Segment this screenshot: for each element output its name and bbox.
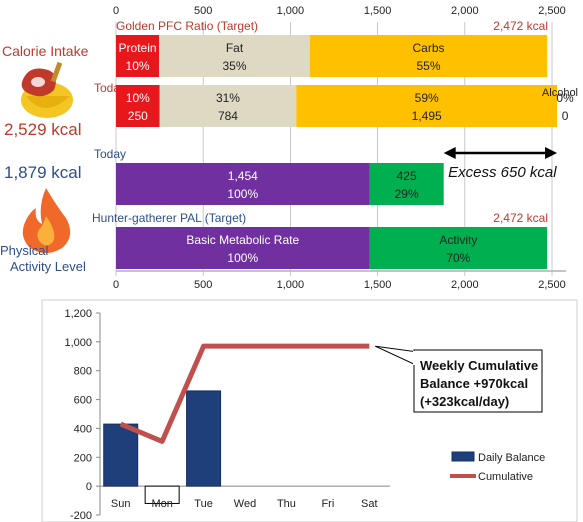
legend-label-cumulative: Cumulative bbox=[478, 471, 533, 483]
bar-segment bbox=[116, 35, 160, 77]
legend-swatch-daily-balance bbox=[451, 451, 475, 462]
calorie-intake-label: Calorie Intake bbox=[2, 43, 89, 59]
x-tick-label-bottom: 0 bbox=[113, 279, 119, 290]
segment-label: 784 bbox=[218, 109, 238, 123]
activity-label-line1: Physical bbox=[0, 243, 49, 258]
segment-label: 10% bbox=[126, 91, 150, 105]
segment-label: Fat bbox=[226, 41, 244, 55]
y-tick-label: -200 bbox=[70, 510, 92, 522]
legend-label-daily-balance: Daily Balance bbox=[478, 452, 545, 464]
segment-label: 0 bbox=[562, 109, 569, 123]
cumulative-line bbox=[119, 343, 370, 444]
x-tick-label-top: 2,500 bbox=[538, 5, 566, 17]
x-tick-label-top: 500 bbox=[194, 5, 212, 17]
bar-segment bbox=[116, 85, 160, 127]
x-tick-label-top: 1,500 bbox=[364, 5, 392, 17]
x-tick-label-bottom: 1,000 bbox=[277, 279, 305, 290]
excess-arrow-head-right bbox=[545, 147, 558, 159]
row-title: Today bbox=[94, 147, 126, 161]
segment-label: Activity bbox=[439, 233, 477, 247]
callout-box bbox=[413, 349, 543, 413]
callout-line1: Weekly Cumulative bbox=[420, 358, 538, 373]
segment-label: 59% bbox=[415, 91, 439, 105]
bar-segment bbox=[116, 227, 370, 269]
x-category-label: Mon bbox=[151, 498, 172, 510]
segment-label: 0% bbox=[556, 91, 574, 105]
calorie-intake-value: 2,529 kcal bbox=[4, 120, 82, 139]
extra-label: Alcohol bbox=[542, 87, 578, 99]
flame-icon bbox=[22, 188, 71, 253]
daily-balance-bar bbox=[144, 485, 180, 504]
x-tick-label-top: 0 bbox=[113, 5, 119, 17]
excess-annotation: Excess 650 kcal bbox=[448, 164, 557, 181]
callout-line2: Balance +970kcal bbox=[420, 376, 528, 391]
x-category-label: Sun bbox=[111, 498, 131, 510]
daily-balance-bar bbox=[186, 390, 222, 487]
segment-label: Carbs bbox=[413, 41, 445, 55]
segment-label: 10% bbox=[126, 59, 150, 73]
food-icon bbox=[21, 61, 73, 118]
x-tick-label-bottom: 1,500 bbox=[364, 279, 392, 290]
y-tick-label: 400 bbox=[74, 423, 92, 435]
x-category-label: Wed bbox=[234, 498, 256, 510]
energy-balance-chart: 0 0 500 500 1,000 1,000 1,500 1,500 2,000 2,000 2,… bbox=[92, 5, 578, 290]
x-category-label: Tue bbox=[194, 498, 213, 510]
bar-segment bbox=[369, 227, 548, 269]
x-category-label: Fri bbox=[321, 498, 334, 510]
bar-segment bbox=[159, 35, 310, 77]
excess-arrow-head-left bbox=[443, 147, 456, 159]
segment-label: 55% bbox=[417, 59, 441, 73]
x-tick-label-top: 2,000 bbox=[451, 5, 479, 17]
row-total-label: 2,472 kcal bbox=[493, 211, 548, 225]
expenditure-value: 1,879 kcal bbox=[4, 163, 82, 182]
x-category-label: Thu bbox=[277, 498, 296, 510]
segment-label: 29% bbox=[395, 187, 419, 201]
segment-label: 70% bbox=[446, 251, 470, 265]
daily-balance-bar bbox=[103, 423, 139, 487]
y-tick-label: 800 bbox=[74, 366, 92, 378]
callout-pointer bbox=[375, 345, 419, 367]
bar-segment bbox=[369, 163, 444, 205]
segment-label: 31% bbox=[216, 91, 240, 105]
activity-label-line2: Activity Level bbox=[10, 259, 86, 274]
row-total-label: 2,472 kcal bbox=[493, 19, 548, 33]
row-title: Hunter-gatherer PAL (Target) bbox=[92, 211, 246, 225]
segment-label: 250 bbox=[128, 109, 148, 123]
y-tick-label: 1,000 bbox=[64, 337, 92, 349]
segment-label: 1,454 bbox=[228, 169, 258, 183]
segment-label: 35% bbox=[222, 59, 246, 73]
bar-segment bbox=[159, 85, 297, 127]
x-tick-label-bottom: 500 bbox=[194, 279, 212, 290]
x-tick-label-bottom: 2,500 bbox=[538, 279, 566, 290]
y-tick-label: 1,200 bbox=[64, 308, 92, 320]
chart-border bbox=[41, 299, 578, 522]
segment-label: 100% bbox=[227, 187, 258, 201]
segment-label: Protein bbox=[119, 41, 157, 55]
bar-segment bbox=[309, 35, 548, 77]
callout-line3: (+323kcal/day) bbox=[420, 394, 509, 409]
segment-label: 425 bbox=[397, 169, 417, 183]
segment-label: 100% bbox=[227, 251, 258, 265]
x-category-label: Sat bbox=[361, 498, 378, 510]
x-tick-label-top: 1,000 bbox=[277, 5, 305, 17]
segment-label: Basic Metabolic Rate bbox=[186, 233, 299, 247]
y-tick-label: 600 bbox=[74, 395, 92, 407]
y-tick-label: 0 bbox=[86, 481, 92, 493]
bar-segment bbox=[116, 163, 370, 205]
y-tick-label: 200 bbox=[74, 452, 92, 464]
row-title: Golden PFC Ratio (Target) bbox=[116, 19, 258, 33]
x-tick-label-bottom: 2,000 bbox=[451, 279, 479, 290]
bar-segment bbox=[296, 85, 558, 127]
segment-label: 1,495 bbox=[412, 109, 442, 123]
